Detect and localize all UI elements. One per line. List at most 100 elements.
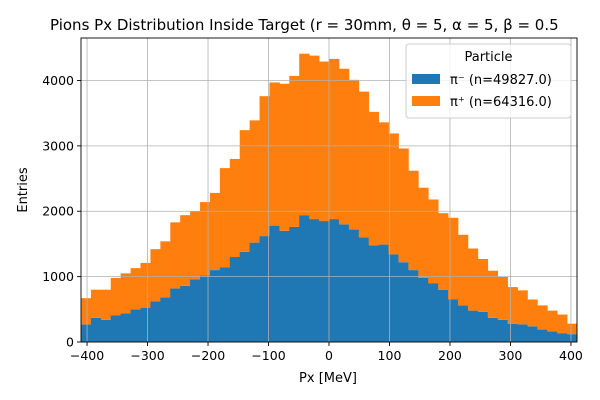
- legend-swatch: [412, 74, 440, 84]
- y-tick-label: 0: [66, 335, 74, 350]
- bar-pi-plus: [477, 258, 489, 312]
- bar-pi-minus: [398, 262, 409, 342]
- bar-pi-minus: [527, 326, 538, 342]
- y-tick-label: 2000: [42, 204, 74, 219]
- bar-pi-minus: [438, 289, 449, 342]
- bar-pi-minus: [497, 319, 508, 342]
- bar-pi-minus: [81, 324, 92, 342]
- bar-pi-plus: [418, 187, 429, 278]
- bar-pi-plus: [408, 170, 419, 271]
- bar-pi-minus: [537, 329, 548, 342]
- bar-pi-plus: [81, 298, 92, 325]
- bar-pi-minus: [289, 226, 300, 342]
- y-axis-ticks: 0 1000 2000 3000 4000: [42, 73, 81, 350]
- bar-pi-plus: [229, 158, 241, 258]
- bar-pi-minus: [249, 242, 260, 342]
- bar-pi-plus: [547, 310, 558, 332]
- bar-pi-plus: [180, 215, 191, 286]
- bar-pi-plus: [329, 58, 340, 220]
- legend-swatch: [412, 96, 440, 106]
- chart-title: Pions Px Distribution Inside Target (r =…: [50, 16, 559, 34]
- bar-pi-minus: [319, 221, 330, 342]
- bar-pi-minus: [457, 305, 469, 342]
- bar-pi-minus: [487, 317, 499, 342]
- bar-pi-plus: [517, 290, 528, 325]
- bar-pi-minus: [329, 219, 340, 342]
- bar-pi-minus: [100, 319, 112, 342]
- bar-pi-plus: [289, 75, 300, 227]
- bar-pi-plus: [130, 268, 141, 310]
- bar-pi-plus: [219, 168, 231, 268]
- bar-pi-plus: [448, 217, 459, 300]
- bar-pi-minus: [517, 324, 528, 342]
- bar-pi-plus: [249, 120, 260, 243]
- bar-pi-minus: [348, 229, 360, 342]
- x-tick-label: 300: [499, 348, 523, 363]
- bar-pi-minus: [309, 219, 320, 342]
- bar-pi-plus: [537, 305, 548, 330]
- legend-box: [405, 43, 572, 119]
- bar-pi-plus: [567, 323, 578, 335]
- bar-pi-minus: [418, 277, 429, 342]
- bar-pi-plus: [279, 83, 290, 231]
- bar-pi-plus: [428, 199, 439, 284]
- bar-pi-minus: [229, 257, 241, 342]
- bar-pi-minus: [269, 225, 280, 342]
- bar-pi-plus: [487, 270, 499, 318]
- bar-pi-minus: [180, 285, 191, 342]
- legend: Particle π⁻ (n=49827.0) π⁺ (n=64316.0): [405, 43, 572, 119]
- bar-pi-minus: [190, 279, 201, 342]
- bar-pi-minus: [358, 237, 370, 342]
- bar-pi-plus: [269, 82, 280, 226]
- bar-pi-plus: [259, 96, 270, 237]
- bar-pi-minus: [140, 308, 151, 342]
- legend-entry: π⁺ (n=64316.0): [450, 95, 552, 110]
- bar-pi-plus: [190, 211, 201, 280]
- bar-pi-plus: [358, 91, 370, 238]
- bar-pi-plus: [438, 213, 449, 290]
- bar-pi-plus: [110, 277, 122, 316]
- y-tick-label: 1000: [42, 269, 74, 284]
- bar-pi-plus: [388, 133, 399, 255]
- bar-pi-minus: [408, 270, 419, 342]
- bar-pi-plus: [120, 273, 131, 314]
- bar-pi-minus: [170, 288, 181, 342]
- bar-pi-minus: [467, 310, 479, 342]
- y-tick-label: 3000: [42, 138, 74, 153]
- x-axis-label: Px [MeV]: [299, 371, 357, 386]
- x-tick-label: 200: [438, 348, 462, 363]
- bar-pi-minus: [299, 215, 310, 342]
- bar-pi-minus: [378, 244, 389, 342]
- bar-pi-minus: [130, 309, 141, 342]
- x-tick-label: −100: [251, 348, 285, 363]
- bar-pi-minus: [279, 230, 290, 342]
- bar-pi-minus: [368, 245, 379, 342]
- bar-pi-minus: [557, 333, 568, 342]
- bar-pi-minus: [428, 283, 439, 342]
- bar-pi-plus: [497, 276, 508, 320]
- x-tick-label: −300: [130, 348, 164, 363]
- bar-pi-plus: [309, 55, 320, 220]
- x-axis-ticks: −400 −300 −200 −100 0 100 200 300 400: [70, 342, 583, 363]
- bar-pi-plus: [90, 289, 102, 318]
- bar-pi-minus: [150, 301, 161, 342]
- bar-pi-plus: [348, 79, 360, 230]
- bar-pi-minus: [219, 267, 231, 342]
- bar-pi-minus: [388, 254, 399, 342]
- bar-pi-minus: [259, 236, 270, 342]
- bar-pi-plus: [299, 53, 310, 216]
- bar-pi-minus: [239, 251, 251, 342]
- legend-entry: π⁻ (n=49827.0): [450, 73, 552, 88]
- bar-pi-minus: [338, 224, 350, 342]
- bar-pi-minus: [200, 275, 211, 342]
- bar-pi-minus: [477, 311, 489, 342]
- bar-pi-plus: [160, 241, 171, 298]
- histogram-bars: [81, 53, 578, 342]
- bar-pi-plus: [200, 202, 211, 276]
- bar-pi-plus: [209, 192, 221, 271]
- bar-pi-plus: [319, 61, 330, 222]
- bar-pi-minus: [547, 331, 558, 342]
- bar-pi-minus: [120, 313, 131, 342]
- bar-pi-plus: [170, 222, 181, 289]
